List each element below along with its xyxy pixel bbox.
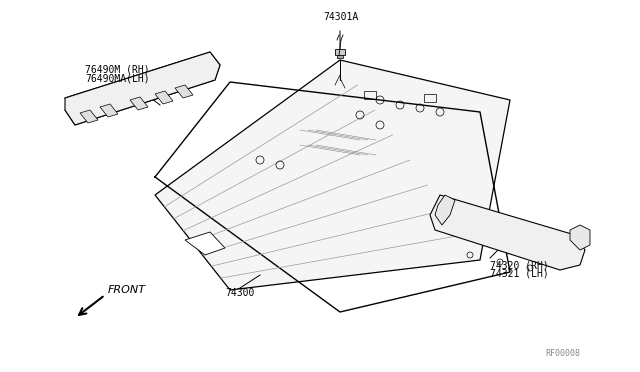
Polygon shape: [175, 85, 193, 98]
Polygon shape: [155, 60, 510, 290]
Bar: [337, 55, 343, 58]
Polygon shape: [155, 91, 173, 104]
Polygon shape: [100, 104, 118, 117]
Polygon shape: [185, 232, 225, 255]
Polygon shape: [65, 52, 220, 125]
Polygon shape: [570, 225, 590, 250]
Bar: [424, 94, 436, 102]
Text: 74321 (LH): 74321 (LH): [490, 269, 548, 279]
Text: 74300: 74300: [225, 288, 254, 298]
Text: 76490M (RH): 76490M (RH): [85, 64, 150, 74]
Polygon shape: [430, 195, 585, 270]
Text: RF00008: RF00008: [545, 349, 580, 358]
Text: 74301A: 74301A: [323, 12, 358, 22]
Polygon shape: [130, 97, 148, 110]
Bar: [335, 49, 345, 55]
Polygon shape: [435, 195, 455, 225]
Bar: [364, 91, 376, 99]
Polygon shape: [80, 110, 98, 123]
Text: 74320 (RH): 74320 (RH): [490, 260, 548, 270]
Text: 76490MA(LH): 76490MA(LH): [85, 73, 150, 83]
Text: FRONT: FRONT: [108, 285, 146, 295]
